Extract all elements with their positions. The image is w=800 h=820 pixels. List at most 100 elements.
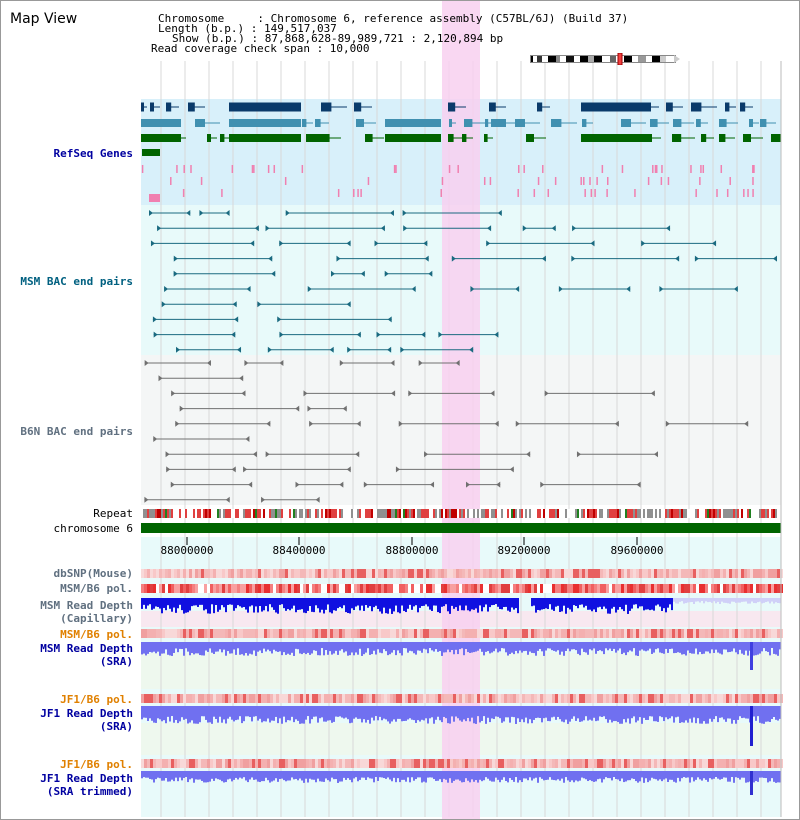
refseq-tick	[690, 165, 692, 173]
msm-sra-depth-bar	[293, 642, 295, 656]
refseq-tick	[695, 189, 697, 197]
repeat-cell	[461, 509, 463, 518]
jf1-trim-depth-bar	[369, 771, 371, 779]
repeat-cell	[297, 509, 299, 518]
msm-bac-pair-end	[438, 331, 443, 338]
jf1-pol-cell	[474, 694, 477, 703]
dbsnp-cell	[696, 569, 699, 578]
jf1-pol-cell	[744, 694, 747, 703]
repeat-cell	[707, 509, 709, 518]
jf1-sra-depth-bar	[523, 706, 525, 723]
jf1-pol2-cell	[447, 759, 450, 768]
msm-pol2-cell	[453, 629, 456, 638]
msm-pol2-cell	[612, 629, 615, 638]
jf1-pol2-cell	[141, 759, 144, 768]
msm-cap-depth-bar	[737, 598, 739, 603]
msm-cap-depth-bar	[763, 598, 765, 603]
jf1-trim-depth-bar	[609, 771, 611, 779]
jf1-pol-cell	[570, 694, 573, 703]
dbsnp-cell	[372, 569, 375, 578]
jf1-pol-cell	[642, 694, 645, 703]
jf1-trim-depth-bar	[155, 771, 157, 780]
jf1-trim-depth-bar	[457, 771, 459, 780]
msm-sra-depth-bar	[219, 642, 221, 650]
msm-cap-depth-bar	[447, 598, 449, 612]
jf1-pol-cell	[225, 694, 228, 703]
jf1-trim-depth-bar	[705, 771, 707, 780]
dbsnp-cell	[639, 569, 642, 578]
repeat-cell	[779, 509, 781, 518]
jf1-trim-depth-bar	[617, 771, 619, 780]
msm-cap-depth-bar	[217, 598, 219, 612]
jf1-trim-depth-bar	[277, 771, 279, 782]
msm-bac-pair-end	[411, 286, 416, 292]
repeat-cell	[633, 509, 635, 518]
msm-pol-cell	[351, 584, 354, 593]
dbsnp-cell	[402, 569, 405, 578]
jf1-sra-depth-bar	[735, 706, 737, 724]
dbsnp-cell	[594, 569, 597, 578]
ideogram-position-marker[interactable]	[617, 53, 623, 65]
jf1-trim-depth-bar	[679, 771, 681, 782]
jf1-pol-cell	[651, 694, 654, 703]
jf1-sra-depth-bar	[493, 706, 495, 720]
msm-sra-depth-bar	[221, 642, 223, 653]
repeat-cell	[589, 509, 591, 518]
refseq-tick	[752, 177, 754, 185]
msm-pol-cell	[654, 584, 657, 593]
msm-pol2-cell	[195, 629, 198, 638]
jf1-pol-cell	[321, 694, 324, 703]
msm-sra-depth-bar	[623, 642, 625, 653]
msm-bac-pair-end	[152, 316, 157, 323]
jf1-sra-depth-bar	[489, 706, 491, 723]
jf1-trim-depth-bar	[283, 771, 285, 781]
msm-pol-cell	[663, 584, 666, 593]
msm-cap-depth-bar	[567, 598, 569, 608]
msm-cap-depth-bar	[739, 598, 741, 603]
msm-pol2-cell	[558, 629, 561, 638]
msm-pol2-cell	[246, 629, 249, 638]
jf1-sra-depth-bar	[351, 706, 353, 723]
refseq-tick	[747, 189, 749, 197]
msm-cap-depth-bar	[145, 598, 147, 609]
msm-cap-depth-bar	[171, 598, 173, 612]
jf1-pol2-cell	[423, 759, 426, 768]
msm-bac-pair-end	[186, 210, 191, 216]
jf1-pol2-cell	[735, 759, 738, 768]
msm-pol2-cell	[585, 629, 588, 638]
dbsnp-cell	[498, 569, 501, 578]
msm-cap-depth-bar	[537, 598, 539, 610]
jf1-pol-cell	[465, 694, 468, 703]
jf1-trim-depth-bar	[435, 771, 437, 781]
jf1-sra-depth-bar	[481, 706, 483, 721]
msm-sra-depth-bar	[569, 642, 571, 652]
jf1-trim-depth-bar	[185, 771, 187, 778]
jf1-pol2-cell	[597, 759, 600, 768]
repeat-cell	[427, 509, 429, 518]
jf1-pol-cell	[543, 694, 546, 703]
msm-pol-cell	[666, 584, 669, 593]
jf1-sra-depth-bar	[725, 706, 727, 722]
jf1-pol2-cell	[339, 759, 342, 768]
msm-pol2-cell	[570, 629, 573, 638]
jf1-trim-depth-bar	[209, 771, 211, 782]
dbsnp-cell	[765, 569, 768, 578]
jf1-pol-cell	[231, 694, 234, 703]
msm-cap-depth-bar	[699, 598, 701, 603]
jf1-pol-cell	[726, 694, 729, 703]
jf1-pol2-cell	[465, 759, 468, 768]
repeat-cell	[721, 509, 723, 518]
jf1-trim-depth-bar	[667, 771, 669, 782]
jf1-trim-depth-bar	[671, 771, 673, 780]
msm-sra-depth-bar	[373, 642, 375, 651]
jf1-trim-depth-bar	[673, 771, 675, 782]
msm-cap-depth-bar	[765, 598, 767, 603]
dbsnp-cell	[591, 569, 594, 578]
msm-sra-depth-bar	[141, 642, 143, 655]
dbsnp-cell	[570, 569, 573, 578]
repeat-cell	[651, 509, 653, 518]
msm-bac-pair-end	[384, 270, 389, 277]
jf1-sra-depth-bar	[549, 706, 551, 722]
chromosome-ideogram[interactable]	[530, 53, 682, 65]
msm-sra-depth-bar	[489, 642, 491, 654]
